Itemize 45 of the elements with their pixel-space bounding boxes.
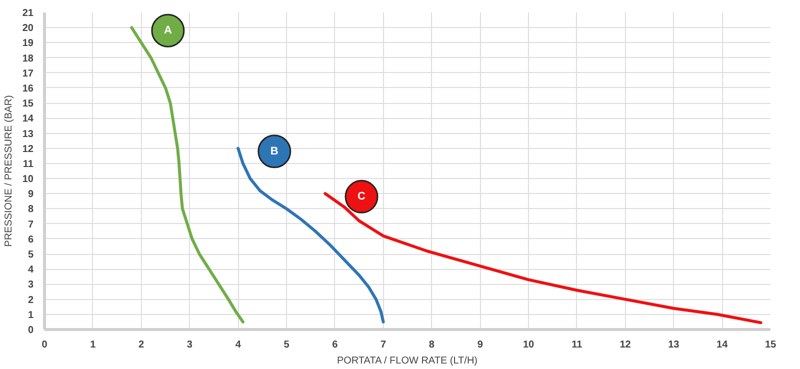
x-tick-label: 10 [522,340,534,350]
y-tick-label: 14 [22,114,34,125]
x-tick-label: 5 [284,340,290,350]
x-tick-label: 12 [620,340,632,350]
x-tick-label: 4 [235,340,242,350]
text: A [164,24,172,37]
x-axis-title: PORTATA / FLOW RATE (LT/H) [336,356,478,366]
line-series [236,146,385,324]
y-tick-label: 0 [28,325,34,336]
y-tick-label: 2 [28,294,34,306]
x-tick-label: 8 [428,340,435,350]
x-tick-label: 0 [42,340,48,350]
y-tick-label: 20 [22,23,34,34]
y-tick-label: 4 [28,264,34,276]
y-tick-label: 15 [22,98,34,110]
x-tick-label: 13 [668,340,680,350]
x-tick-label: 6 [332,340,338,350]
y-tick-label: 13 [22,128,34,140]
y-tick-label: 6 [28,234,34,246]
x-tick-label: 14 [716,340,728,350]
y-tick-label: 11 [22,158,34,170]
y-tick-label: 1 [28,310,34,321]
y-tick-label: 8 [28,204,34,216]
text: B [270,145,278,158]
y-tick-label: 7 [28,219,34,230]
y-tick-label: 10 [22,174,34,186]
y-tick-label: 17 [22,68,34,80]
y-tick-label: 12 [22,144,34,155]
x-tick-label: 9 [477,340,484,350]
x-tick-label: 1 [90,340,96,350]
x-tick-label: 7 [380,340,387,350]
x-tick-label: 15 [764,340,776,350]
y-tick-label: 3 [28,280,34,291]
line-series [130,26,244,324]
y-tick-label: 16 [22,83,34,94]
y-tick-label: 18 [22,53,34,64]
y-tick-label: 5 [28,250,34,261]
y-tick-label: 21 [22,8,34,19]
x-tick-label: 11 [572,340,583,350]
series-label: C [358,190,366,203]
y-axis-title: PRESSIONE / PRESSURE (BAR) [3,95,14,247]
x-tick-label: 3 [186,340,193,350]
x-tick-label: 2 [138,340,145,350]
y-tick-label: 19 [22,38,34,50]
y-tick-label: 9 [28,189,34,200]
